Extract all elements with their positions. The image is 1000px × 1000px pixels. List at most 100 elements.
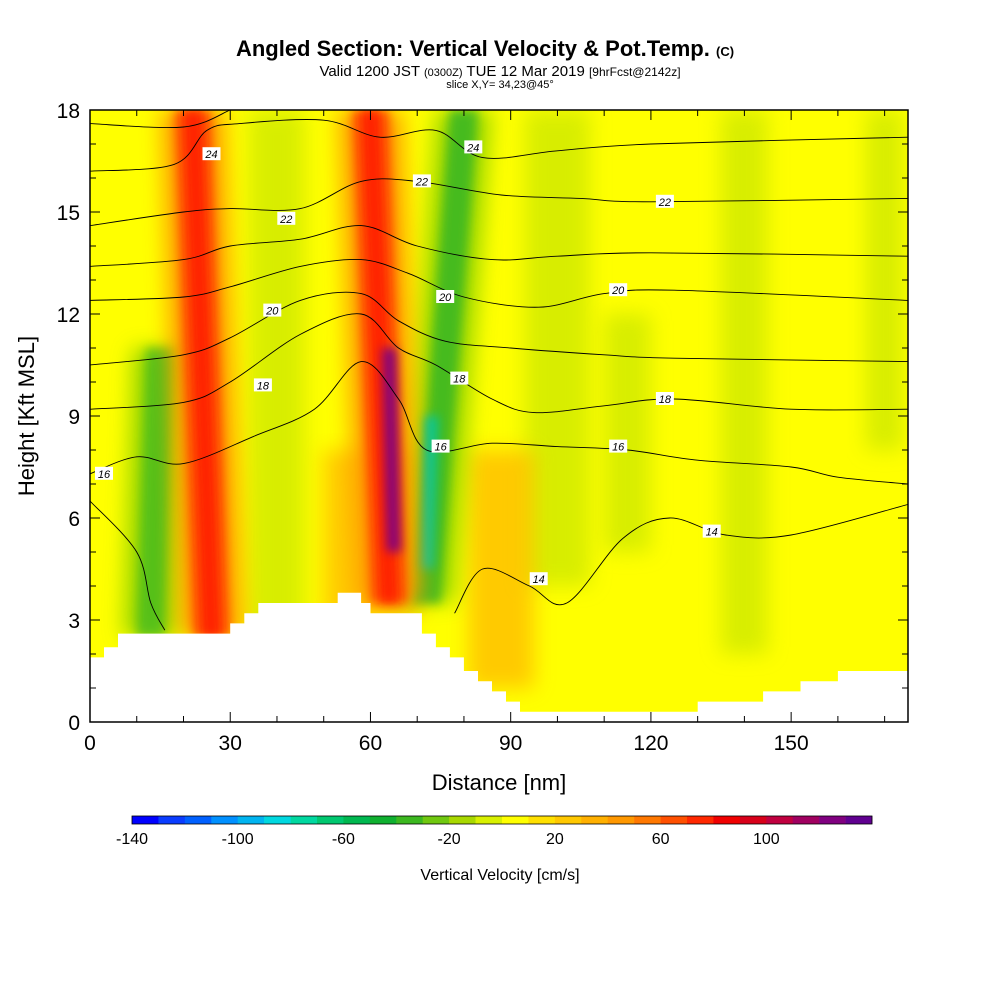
y-tick-label: 9 bbox=[68, 406, 80, 429]
field-zone bbox=[468, 450, 535, 688]
x-tick-label: 150 bbox=[774, 732, 809, 755]
theta-label-text: 14 bbox=[533, 574, 545, 586]
y-tick-label: 18 bbox=[57, 100, 80, 123]
theta-label: 22 bbox=[277, 211, 296, 226]
colorbar-swatch bbox=[687, 816, 714, 824]
colorbar-swatch bbox=[184, 816, 212, 824]
chart-subtitle: Valid 1200 JST (0300Z) TUE 12 Mar 2019 [… bbox=[319, 63, 680, 80]
colorbar-label: 100 bbox=[753, 831, 780, 848]
theta-contour bbox=[90, 361, 908, 485]
x-axis-title: Distance [nm] bbox=[432, 770, 567, 795]
updraft-1-inner bbox=[183, 110, 221, 637]
theta-contour bbox=[90, 291, 908, 366]
field-zone bbox=[721, 110, 768, 654]
theta-label: 16 bbox=[95, 466, 113, 481]
colorbar-swatch bbox=[766, 816, 794, 824]
theta-contour bbox=[90, 500, 166, 631]
colorbar-swatch bbox=[739, 816, 767, 824]
colorbar-swatch bbox=[264, 816, 291, 824]
colorbar-swatch bbox=[713, 816, 741, 824]
theta-contour bbox=[90, 313, 908, 414]
theta-contours bbox=[90, 110, 908, 631]
colorbar-swatch bbox=[290, 816, 318, 824]
colorbar-swatch bbox=[369, 816, 397, 824]
colorbar-swatch bbox=[343, 816, 371, 824]
theta-label-text: 16 bbox=[434, 442, 447, 454]
y-tick-label: 15 bbox=[57, 202, 80, 225]
theta-label: 18 bbox=[450, 371, 469, 386]
theta-label: 20 bbox=[436, 290, 455, 304]
theta-label: 22 bbox=[655, 194, 674, 209]
colorbar-swatch bbox=[449, 816, 476, 824]
y-tick-label: 6 bbox=[68, 508, 80, 531]
y-tick-label: 12 bbox=[57, 304, 80, 327]
colorbar-swatch bbox=[660, 816, 688, 824]
y-axis-title: Height [Kft MSL] bbox=[14, 336, 39, 496]
theta-label-text: 22 bbox=[279, 214, 292, 226]
colorbar-label: -20 bbox=[438, 831, 461, 848]
theta-label-text: 24 bbox=[466, 142, 479, 154]
colorbar-swatch bbox=[317, 816, 344, 824]
theta-label-text: 20 bbox=[265, 306, 279, 318]
terrain-mask bbox=[90, 592, 908, 722]
colorbar-swatch bbox=[845, 816, 873, 824]
theta-label-text: 24 bbox=[204, 149, 217, 161]
x-tick-label: 90 bbox=[499, 732, 522, 755]
updraft-2-peak bbox=[382, 348, 401, 552]
chart-title: Angled Section: Vertical Velocity & Pot.… bbox=[236, 36, 734, 61]
theta-label: 18 bbox=[655, 392, 674, 406]
colorbar-swatch bbox=[422, 816, 450, 824]
theta-contour bbox=[454, 503, 908, 614]
theta-label-text: 14 bbox=[706, 527, 718, 539]
theta-contour bbox=[90, 225, 908, 267]
colorbar-label: -60 bbox=[332, 831, 355, 848]
x-tick-label: 120 bbox=[633, 732, 668, 755]
colorbar-swatch bbox=[211, 816, 239, 824]
theta-label: 24 bbox=[202, 147, 221, 161]
theta-label: 24 bbox=[464, 140, 483, 154]
colorbar-swatch bbox=[554, 816, 582, 824]
theta-label-text: 18 bbox=[257, 380, 270, 392]
field-zone bbox=[524, 110, 591, 586]
downdraft-2-peak bbox=[419, 416, 439, 569]
theta-label-text: 18 bbox=[453, 374, 466, 386]
theta-label: 14 bbox=[529, 572, 548, 586]
x-tick-label: 0 bbox=[84, 732, 96, 755]
field-zone bbox=[248, 110, 305, 654]
theta-label-text: 18 bbox=[659, 394, 672, 406]
colorbar-swatch bbox=[502, 816, 529, 824]
theta-label: 16 bbox=[431, 439, 450, 454]
chart-slice-label: slice X,Y= 34,23@45° bbox=[446, 79, 554, 91]
colorbar-swatch bbox=[607, 816, 635, 824]
theta-contour bbox=[90, 110, 231, 129]
colorbar-swatch bbox=[792, 816, 820, 824]
colorbar-label: -100 bbox=[222, 831, 254, 848]
colorbar-swatch bbox=[396, 816, 424, 824]
colorbar-swatch bbox=[634, 816, 661, 824]
x-axis: 0 30 60 90 120 150 bbox=[84, 110, 886, 755]
colorbar-title: Vertical Velocity [cm/s] bbox=[420, 867, 579, 884]
colorbar-swatch bbox=[819, 816, 846, 824]
theta-label-text: 20 bbox=[611, 285, 625, 297]
downdraft-1-core bbox=[136, 348, 175, 637]
theta-label: 16 bbox=[609, 439, 628, 454]
colorbar-swatch bbox=[132, 816, 159, 824]
colorbar-swatch bbox=[158, 816, 186, 824]
theta-label: 22 bbox=[412, 174, 431, 188]
theta-label-text: 16 bbox=[98, 469, 111, 481]
x-tick-label: 60 bbox=[359, 732, 382, 755]
y-tick-label: 0 bbox=[68, 712, 80, 735]
theta-contour bbox=[90, 258, 908, 308]
theta-label-text: 20 bbox=[438, 292, 452, 304]
plot-area: 24 24 22 22 22 20 20 20 18 18 18 16 16 16 14 14 bbox=[90, 110, 908, 722]
theta-label: 18 bbox=[253, 378, 272, 392]
y-tick-label: 3 bbox=[68, 610, 80, 633]
colorbar-swatch bbox=[475, 816, 503, 824]
colorbar-label: 20 bbox=[546, 831, 564, 848]
colorbar: -140 -100 -60 -20 20 60 100 bbox=[116, 815, 873, 848]
theta-contour bbox=[90, 119, 908, 172]
theta-label: 20 bbox=[263, 303, 282, 318]
theta-label-text: 22 bbox=[415, 176, 428, 188]
theta-label: 20 bbox=[609, 283, 628, 297]
